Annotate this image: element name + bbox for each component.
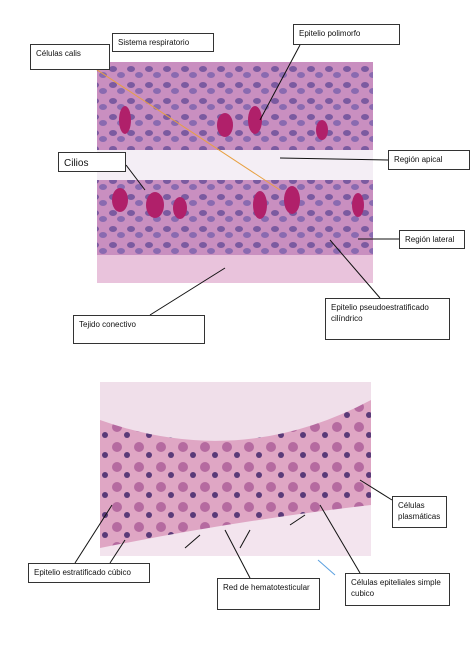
label: Epitelio estratificado cúbico (28, 563, 150, 583)
label: Células calis (30, 44, 110, 70)
arrow (224, 529, 251, 579)
arrow (84, 61, 281, 191)
label: Epitelio polimorfo (293, 24, 400, 45)
micrograph-2 (100, 382, 371, 556)
label: Epitelio pseudoestratificado cilíndrico (325, 298, 450, 340)
label: Células epiteliales simple cubico (345, 573, 450, 606)
arrow (74, 504, 113, 564)
arrow (125, 164, 146, 191)
label: Cilios (58, 152, 126, 172)
arrow (279, 157, 389, 161)
arrow (317, 559, 336, 576)
arrow (184, 534, 201, 549)
arrow (239, 529, 251, 549)
arrow (259, 44, 301, 121)
arrow (289, 514, 306, 526)
arrow (359, 479, 393, 501)
arrow (329, 239, 381, 299)
arrow (109, 539, 126, 564)
arrow (149, 267, 226, 316)
label: Región apical (388, 150, 470, 170)
label: Células plasmáticas (392, 496, 447, 528)
micrograph-1 (97, 62, 373, 283)
label: Región lateral (399, 230, 465, 249)
arrows (74, 44, 399, 579)
label: Red de hematotesticular (217, 578, 320, 610)
arrow (319, 504, 361, 574)
label: Tejido conectivo (73, 315, 205, 344)
label: Sistema respiratorio (112, 33, 214, 52)
